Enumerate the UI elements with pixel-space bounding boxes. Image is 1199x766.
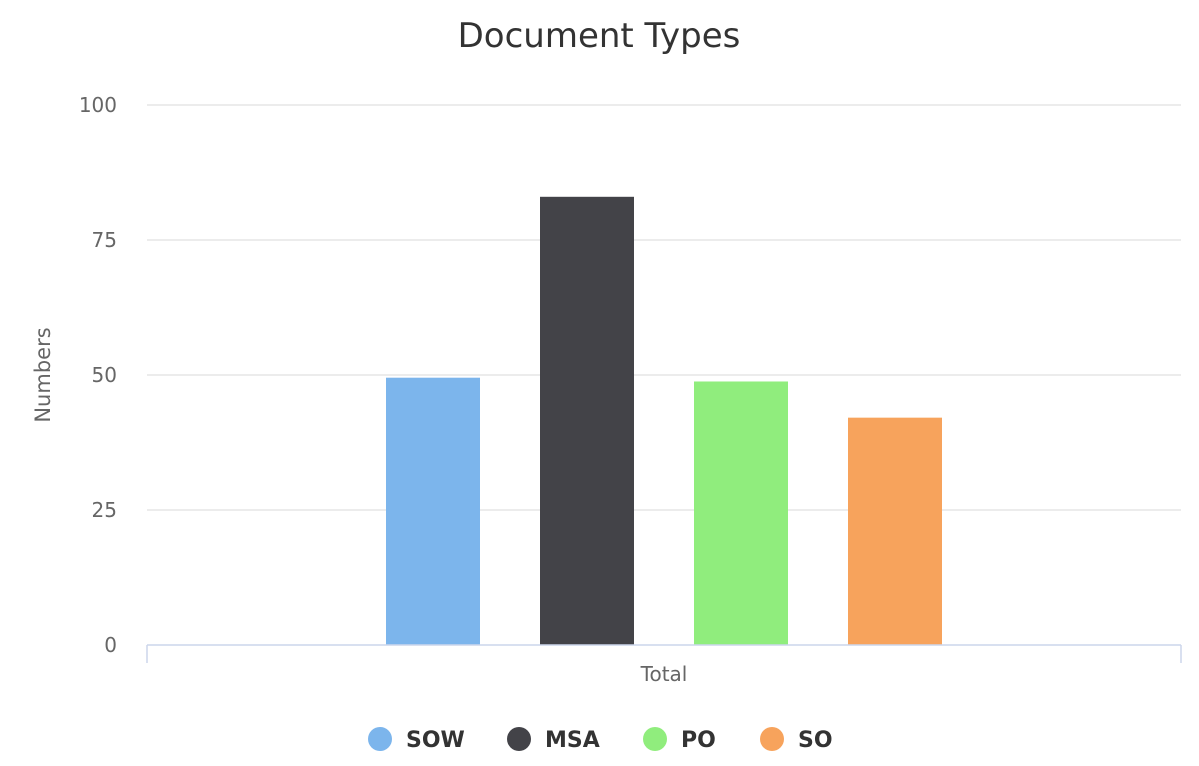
legend-swatch (507, 727, 531, 751)
bar-po[interactable] (694, 381, 788, 645)
x-tick-label: Total (640, 662, 688, 686)
y-axis-title: Numbers (31, 327, 55, 422)
legend-swatch (760, 727, 784, 751)
legend-item-so[interactable]: SO (760, 727, 833, 753)
legend-item-msa[interactable]: MSA (507, 727, 600, 753)
bar-so[interactable] (848, 417, 942, 645)
y-tick-label: 25 (92, 498, 117, 522)
legend-item-sow[interactable]: SOW (368, 727, 465, 753)
y-axis-ticks: 0 25 50 75 100 (79, 93, 117, 657)
y-tick-label: 75 (92, 228, 117, 252)
chart-title: Document Types (458, 16, 741, 56)
x-axis-ticks: Total (640, 662, 688, 686)
legend-item-po[interactable]: PO (643, 727, 716, 753)
bar-msa[interactable] (540, 196, 634, 646)
y-tick-label: 100 (79, 93, 117, 117)
legend: SOW MSA PO SO (368, 727, 833, 753)
legend-swatch (643, 727, 667, 751)
y-tick-label: 0 (104, 633, 117, 657)
gridlines (147, 104, 1181, 511)
legend-label: SOW (406, 728, 465, 753)
legend-label: MSA (545, 728, 600, 753)
y-tick-label: 50 (92, 363, 117, 387)
bars (386, 196, 942, 646)
legend-label: SO (798, 728, 833, 753)
legend-label: PO (681, 728, 716, 753)
bar-sow[interactable] (386, 377, 480, 645)
legend-swatch (368, 727, 392, 751)
